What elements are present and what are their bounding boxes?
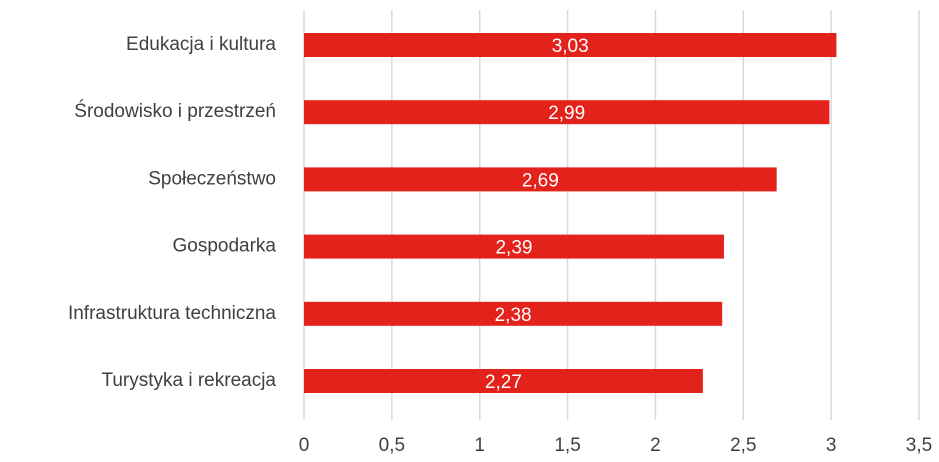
bar	[304, 369, 703, 393]
x-tick-label: 3,5	[906, 435, 932, 456]
bar	[304, 234, 724, 259]
y-tick-label: Społeczeństwo	[148, 168, 276, 189]
bar	[304, 301, 723, 326]
value-label: 2,69	[522, 170, 559, 191]
value-label: 2,99	[548, 103, 585, 124]
y-tick-label: Gospodarka	[172, 236, 276, 257]
x-tick-label: 0,5	[379, 435, 405, 456]
bar	[304, 167, 777, 192]
value-label: 2,39	[495, 238, 532, 259]
y-tick-label: Infrastruktura techniczna	[68, 303, 276, 324]
x-tick-label: 0	[299, 435, 310, 456]
y-tick-label: Środowisko i przestrzeń	[74, 100, 276, 122]
x-tick-label: 2	[650, 435, 661, 456]
value-label: 3,03	[552, 36, 589, 57]
value-label: 2,27	[485, 372, 522, 393]
bar	[304, 100, 830, 125]
x-tick-label: 1,5	[554, 435, 580, 456]
x-tick-label: 2,5	[730, 435, 756, 456]
y-tick-label: Edukacja i kultura	[126, 34, 276, 55]
x-tick-label: 3	[826, 435, 837, 456]
y-tick-label: Turystyka i rekreacja	[101, 370, 276, 391]
x-tick-label: 1	[474, 435, 485, 456]
value-label: 2,38	[495, 305, 532, 326]
bar	[304, 33, 837, 57]
